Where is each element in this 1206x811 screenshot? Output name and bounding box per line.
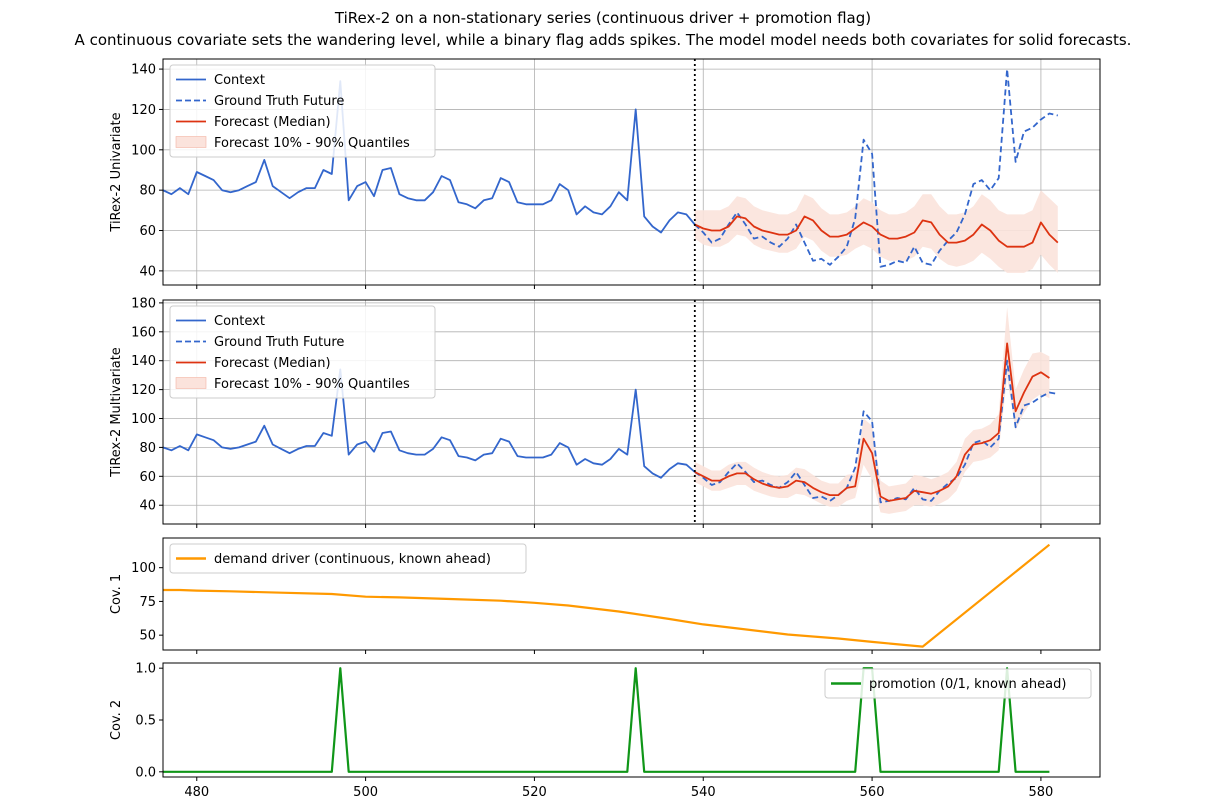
y-axis-label: TiRex-2 Univariate: [109, 112, 124, 232]
panel-2: 40 60 80 100 120 140 160 180 TiRex-2 Multivariat…: [109, 296, 1101, 528]
y-tick-label: 100: [131, 561, 156, 576]
panel-3: 50 75 100 Cov. 1 demand driver (continuous, …: [109, 537, 1101, 654]
covariate2-line: [163, 667, 1050, 773]
x-tick-label: 580: [1028, 785, 1053, 800]
x-tick-label: 500: [353, 785, 378, 800]
y-tick-label: 140: [131, 63, 156, 78]
y-tick-label: 120: [131, 103, 156, 118]
legend-label: Forecast 10% - 90% Quantiles: [214, 377, 410, 392]
legend-label: promotion (0/1, known ahead): [869, 677, 1066, 692]
legend-label: Forecast (Median): [214, 356, 331, 371]
y-axis-label: TiRex-2 Multivariate: [109, 347, 124, 478]
y-tick-label: 80: [139, 184, 156, 199]
legend-swatch-band: [175, 377, 207, 389]
y-axis-label: Cov. 1: [109, 574, 124, 614]
covariate1-line: [163, 543, 1051, 648]
y-tick-label: 0.5: [135, 714, 156, 729]
context-line: [163, 80, 696, 234]
y-tick-label: 1.0: [135, 662, 156, 677]
panel-1: 40 60 80 100 120 140 TiRex-2 Univariate Context…: [109, 58, 1101, 289]
legend-box: [169, 305, 436, 399]
y-tick-label: 80: [139, 441, 156, 456]
axes-frame: [162, 58, 1101, 286]
y-tick-label: 100: [131, 143, 156, 158]
x-tick-label: 560: [860, 785, 885, 800]
ground-truth-line: [694, 359, 1058, 504]
plot-area: [163, 667, 1050, 773]
y-tick-label: 60: [139, 470, 156, 485]
legend-label: Context: [214, 73, 265, 88]
legend: Context Ground Truth Future Forecast (Medi…: [169, 64, 436, 158]
y-tick-label: 40: [139, 264, 156, 279]
x-tick-label: 480: [184, 785, 209, 800]
legend-label: Context: [214, 314, 265, 329]
legend-box: [824, 668, 1092, 699]
legend-box: [169, 64, 436, 158]
ground-truth-line: [694, 68, 1059, 268]
y-tick-label: 180: [131, 296, 156, 311]
legend: demand driver (continuous, known ahead): [169, 543, 527, 574]
plot-area: [163, 543, 1051, 648]
plot-area: [163, 307, 1058, 514]
legend-label: Forecast (Median): [214, 115, 331, 130]
legend-swatch-band: [175, 136, 207, 148]
forecast-median-line: [694, 342, 1050, 502]
y-tick-label: 160: [131, 325, 156, 340]
legend-label: demand driver (continuous, known ahead): [214, 552, 491, 567]
plot-area: [163, 68, 1059, 273]
legend-box: [169, 543, 527, 574]
x-tick-label: 540: [691, 785, 716, 800]
context-line: [163, 368, 696, 479]
y-tick-label: 120: [131, 383, 156, 398]
y-tick-label: 100: [131, 412, 156, 427]
y-tick-label: 60: [139, 224, 156, 239]
figure-title: TiRex-2 on a non-stationary series (cont…: [334, 9, 871, 27]
panel-4: 0.0 0.5 1.0 480 500 520 540 560 580 Cov. 2 promoti…: [109, 662, 1101, 800]
legend-label: Ground Truth Future: [214, 94, 344, 109]
y-tick-label: 75: [139, 595, 156, 610]
y-tick-label: 140: [131, 354, 156, 369]
axes-frame: [162, 537, 1101, 651]
y-tick-label: 40: [139, 499, 156, 514]
y-tick-label: 0.0: [135, 765, 156, 780]
legend: promotion (0/1, known ahead): [824, 668, 1092, 699]
forecast-median-line: [694, 215, 1059, 248]
x-tick-label: 520: [522, 785, 547, 800]
legend-label: Ground Truth Future: [214, 335, 344, 350]
figure-subtitle: A continuous covariate sets the wanderin…: [75, 31, 1132, 49]
y-axis-label: Cov. 2: [109, 700, 124, 740]
quantile-band: [694, 307, 1050, 514]
legend-label: Forecast 10% - 90% Quantiles: [214, 136, 410, 151]
y-tick-label: 50: [139, 629, 156, 644]
legend: Context Ground Truth Future Forecast (Medi…: [169, 305, 436, 399]
axes-frame: [162, 299, 1101, 525]
